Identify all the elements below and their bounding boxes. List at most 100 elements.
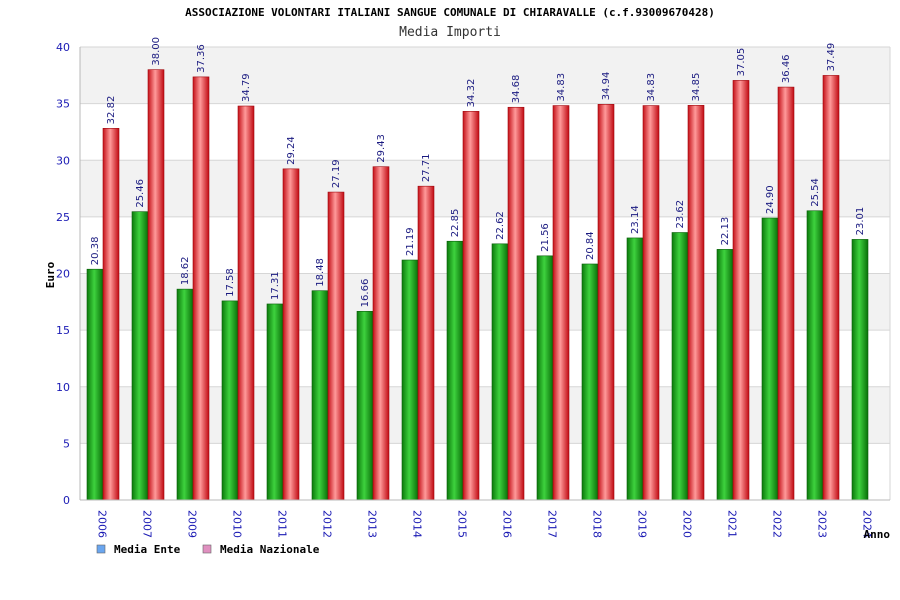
- plot-band: [80, 160, 890, 217]
- bar-media-ente: [716, 249, 734, 501]
- data-label: 25.46: [135, 179, 146, 208]
- bar-media-ente: [761, 217, 779, 501]
- x-tick-label: 2009: [186, 510, 199, 538]
- plot-band: [80, 103, 890, 161]
- bar-media-nazionale: [282, 168, 300, 501]
- bar-media-ente: [401, 259, 419, 501]
- bar-media-nazionale: [777, 86, 795, 501]
- x-tick-label: 2024: [861, 510, 874, 538]
- data-label: 18.48: [315, 258, 326, 287]
- x-tick-label: 2022: [771, 510, 784, 538]
- data-label: 37.05: [736, 48, 747, 77]
- data-label: 34.85: [691, 73, 702, 102]
- bar-media-ente: [221, 300, 239, 501]
- plot-band: [80, 47, 890, 104]
- bar-media-ente: [626, 237, 644, 501]
- data-label: 18.62: [180, 256, 191, 285]
- legend-label: Media Ente: [114, 543, 181, 556]
- y-tick-label: 35: [56, 98, 70, 111]
- plot-band: [80, 386, 890, 444]
- y-tick-label: 0: [63, 494, 70, 507]
- bar-media-ente: [176, 288, 194, 501]
- data-label: 29.24: [286, 136, 297, 165]
- data-label: 27.19: [331, 159, 342, 188]
- data-label: 24.90: [765, 185, 776, 214]
- bar-media-ente: [446, 240, 464, 501]
- bar-media-ente: [581, 263, 599, 501]
- bar-media-ente: [311, 290, 329, 501]
- data-label: 32.82: [106, 96, 117, 125]
- chart-subtitle: Media Importi: [399, 25, 501, 40]
- plot-band: [80, 273, 890, 331]
- bar-media-nazionale: [237, 105, 255, 501]
- data-label: 20.84: [585, 231, 596, 260]
- data-label: 22.62: [495, 211, 506, 240]
- x-tick-label: 2023: [816, 510, 829, 538]
- bar-media-ente: [536, 255, 554, 501]
- data-label: 34.32: [466, 79, 477, 108]
- data-label: 22.85: [450, 209, 461, 238]
- data-label: 17.31: [270, 271, 281, 300]
- bar-media-nazionale: [642, 105, 660, 501]
- legend-label: Media Nazionale: [220, 543, 320, 556]
- data-label: 37.36: [196, 44, 207, 73]
- bar-media-nazionale: [597, 104, 615, 501]
- data-label: 21.56: [540, 223, 551, 252]
- plot-band: [80, 330, 890, 387]
- x-tick-label: 2017: [546, 510, 559, 538]
- bar-media-nazionale: [327, 191, 345, 501]
- x-tick-label: 2014: [411, 510, 424, 538]
- bar-media-ente: [851, 239, 869, 501]
- bar-media-nazionale: [507, 106, 525, 501]
- data-label: 20.38: [90, 237, 101, 266]
- data-label: 34.83: [556, 73, 567, 102]
- y-tick-label: 10: [56, 381, 70, 394]
- x-tick-label: 2010: [231, 510, 244, 538]
- y-tick-label: 30: [56, 154, 70, 167]
- data-label: 37.49: [826, 43, 837, 72]
- bar-media-nazionale: [147, 69, 165, 501]
- bar-media-ente: [356, 311, 374, 501]
- x-tick-label: 2020: [681, 510, 694, 538]
- chart-title: ASSOCIAZIONE VOLONTARI ITALIANI SANGUE C…: [185, 6, 715, 19]
- data-label: 34.94: [601, 72, 612, 101]
- bar-media-nazionale: [192, 76, 210, 501]
- x-tick-label: 2011: [276, 510, 289, 538]
- data-label: 38.00: [151, 37, 162, 66]
- data-label: 34.83: [646, 73, 657, 102]
- bar-media-ente: [131, 211, 149, 501]
- y-tick-label: 15: [56, 324, 70, 337]
- y-tick-label: 40: [56, 41, 70, 54]
- data-label: 23.14: [630, 205, 641, 234]
- x-tick-label: 2006: [96, 510, 109, 538]
- x-tick-label: 2021: [726, 510, 739, 538]
- plot-band: [80, 443, 890, 500]
- data-label: 29.43: [376, 134, 387, 163]
- bar-media-ente: [491, 243, 509, 501]
- bar-media-ente: [806, 210, 824, 501]
- y-tick-label: 25: [56, 211, 70, 224]
- bar-media-nazionale: [462, 111, 480, 501]
- data-label: 22.13: [720, 217, 731, 246]
- data-label: 34.79: [241, 73, 252, 102]
- data-label: 23.62: [675, 200, 686, 229]
- data-label: 34.68: [511, 75, 522, 104]
- x-tick-label: 2019: [636, 510, 649, 538]
- data-label: 23.01: [855, 207, 866, 236]
- y-tick-label: 5: [63, 437, 70, 450]
- data-label: 36.46: [781, 54, 792, 83]
- bar-media-nazionale: [552, 105, 570, 501]
- bar-media-nazionale: [102, 128, 120, 501]
- bar-media-nazionale: [687, 105, 705, 501]
- bar-media-ente: [86, 268, 104, 501]
- x-tick-label: 2016: [501, 510, 514, 538]
- x-axis-title: Anno: [864, 528, 891, 541]
- bar-media-nazionale: [732, 80, 750, 501]
- x-tick-label: 2007: [141, 510, 154, 538]
- bar-media-nazionale: [372, 166, 390, 501]
- data-label: 27.71: [421, 154, 432, 183]
- x-tick-label: 2013: [366, 510, 379, 538]
- data-label: 25.54: [810, 178, 821, 207]
